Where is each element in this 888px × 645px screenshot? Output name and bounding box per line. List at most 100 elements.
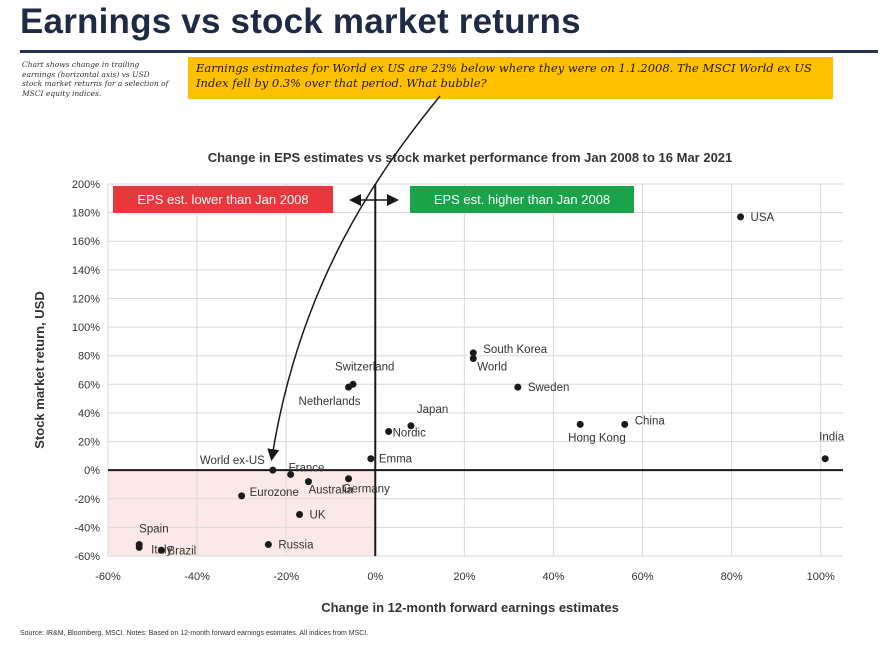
callout-arrow <box>267 95 441 462</box>
x-tick-label: -60% <box>95 571 121 583</box>
y-tick-label: -60% <box>74 551 100 563</box>
data-point-china: China <box>621 415 665 428</box>
chart-title: Change in EPS estimates vs stock market … <box>208 150 733 165</box>
point-marker <box>269 466 277 474</box>
x-tick-label: -20% <box>273 571 299 583</box>
data-point-sweden: Sweden <box>514 382 569 394</box>
data-point-india: India <box>819 432 845 463</box>
point-label: France <box>289 462 325 474</box>
y-tick-label: 0% <box>84 465 100 477</box>
source-note: Source: IR&M, Bloomberg, MSCI. Notes: Ba… <box>20 630 369 637</box>
x-tick-label: 0% <box>367 571 383 583</box>
y-tick-label: 180% <box>72 208 100 220</box>
y-tick-label: 200% <box>72 179 100 191</box>
y-tick-label: 100% <box>72 322 100 334</box>
point-label: India <box>819 432 845 444</box>
data-point-switzerland: Switzerland <box>335 361 394 388</box>
badge-eps-higher: EPS est. higher than Jan 2008 <box>410 186 634 213</box>
callout-box: Earnings estimates for World ex US are 2… <box>188 57 833 99</box>
badge-eps-lower-bg <box>113 186 333 213</box>
x-tick-label: 100% <box>807 571 835 583</box>
point-label: Russia <box>278 540 314 552</box>
y-axis-label: Stock market return, USD <box>32 291 47 449</box>
point-label: Netherlands <box>299 396 361 408</box>
data-point-australia: Australia <box>304 478 354 497</box>
point-label: China <box>635 415 666 427</box>
point-marker <box>238 492 246 500</box>
point-marker <box>287 470 295 478</box>
data-point-hong-kong: Hong Kong <box>568 420 626 444</box>
point-marker <box>576 420 584 428</box>
point-marker <box>367 455 375 463</box>
point-marker <box>469 349 477 357</box>
point-label: Spain <box>139 524 168 536</box>
negative-quadrant-shade <box>108 470 376 556</box>
point-label: Japan <box>417 404 448 416</box>
badge-eps-higher-label: EPS est. higher than Jan 2008 <box>434 192 610 207</box>
x-tick-label: -40% <box>184 571 210 583</box>
point-marker <box>821 455 829 463</box>
data-point-emma: Emma <box>367 454 413 466</box>
point-label: South Korea <box>483 344 548 356</box>
data-point-world: World <box>469 355 507 374</box>
badge-eps-lower: EPS est. lower than Jan 2008 <box>113 186 333 213</box>
point-marker <box>407 422 415 430</box>
point-label: Switzerland <box>335 361 394 373</box>
y-tick-label: -40% <box>74 522 100 534</box>
point-label: Eurozone <box>250 487 299 499</box>
y-tick-label: 140% <box>72 265 100 277</box>
point-label: USA <box>751 212 775 224</box>
point-marker <box>621 420 629 428</box>
data-point-uk: UK <box>296 510 326 522</box>
title-rule <box>20 50 878 53</box>
point-marker <box>264 541 272 549</box>
data-point-germany: Germany <box>343 475 391 496</box>
point-marker <box>385 428 393 436</box>
point-marker <box>296 511 304 519</box>
badge-eps-lower-label: EPS est. lower than Jan 2008 <box>137 192 308 207</box>
point-label: Nordic <box>393 428 426 440</box>
y-tick-label: 40% <box>78 408 100 420</box>
point-label: World <box>477 362 507 374</box>
point-label: Sweden <box>528 382 570 394</box>
data-point-netherlands: Netherlands <box>299 383 361 408</box>
x-tick-label: 80% <box>721 571 743 583</box>
point-label: Emma <box>379 454 413 466</box>
point-marker <box>345 383 353 391</box>
point-label: Hong Kong <box>568 432 626 444</box>
point-label: Australia <box>308 485 353 497</box>
point-marker <box>304 478 312 486</box>
data-point-france: France <box>287 462 324 478</box>
y-tick-label: 160% <box>72 236 100 248</box>
x-axis-label: Change in 12-month forward earnings esti… <box>321 600 619 615</box>
point-label: Germany <box>343 484 391 496</box>
data-point-world-ex-us: World ex-US <box>200 455 277 474</box>
point-label: Brazil <box>167 545 196 557</box>
y-tick-label: 60% <box>78 379 100 391</box>
point-marker <box>469 355 477 363</box>
x-tick-label: 60% <box>632 571 654 583</box>
y-tick-label: 120% <box>72 293 100 305</box>
data-point-usa: USA <box>737 212 775 224</box>
page-title: Earnings vs stock market returns <box>20 2 581 41</box>
x-tick-label: 40% <box>542 571 564 583</box>
data-point-brazil: Brazil <box>157 545 196 557</box>
data-point-russia: Russia <box>264 540 314 552</box>
point-marker <box>157 546 165 554</box>
data-point-eurozone: Eurozone <box>238 487 299 500</box>
y-tick-label: -20% <box>74 494 100 506</box>
badge-eps-higher-bg <box>410 186 634 213</box>
data-point-nordic: Nordic <box>385 428 426 440</box>
y-tick-label: 20% <box>78 437 100 449</box>
point-label: World ex-US <box>200 455 265 467</box>
point-marker <box>345 475 353 483</box>
point-marker <box>135 543 143 551</box>
data-point-japan: Japan <box>407 404 448 430</box>
data-point-south-korea: South Korea <box>469 344 548 357</box>
x-tick-label: 20% <box>453 571 475 583</box>
point-label: UK <box>310 510 326 522</box>
point-marker <box>514 383 522 391</box>
y-tick-label: 80% <box>78 351 100 363</box>
side-note: Chart shows change in trailing earnings … <box>22 60 169 98</box>
